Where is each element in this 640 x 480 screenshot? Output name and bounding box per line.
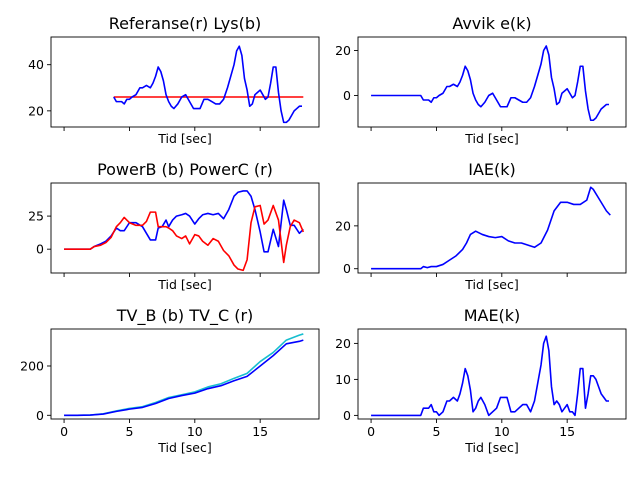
series-line-0 bbox=[371, 45, 609, 122]
y-tick-label: 0 bbox=[343, 261, 351, 276]
plot-frame bbox=[50, 328, 320, 420]
series-line-1 bbox=[113, 45, 302, 124]
chart-title: TV_B (b) TV_C (r) bbox=[116, 306, 254, 326]
plot-frame bbox=[357, 182, 627, 274]
y-tick-label: 20 bbox=[28, 103, 44, 118]
x-axis-label: Tid [sec] bbox=[464, 131, 518, 146]
x-axis-label: Tid [sec] bbox=[157, 440, 211, 455]
y-tick-label: 10 bbox=[335, 372, 351, 387]
series-line-0 bbox=[64, 190, 304, 253]
chart-ref-lys: Referanse(r) Lys(b) Tid [sec] 20 40 bbox=[28, 14, 320, 146]
x-tick-label: 10 bbox=[494, 424, 510, 439]
chart-iae: IAE(k) Tid [sec] 0 20 bbox=[335, 160, 627, 292]
chart-avvik: Avvik e(k) Tid [sec] 0 20 bbox=[335, 14, 627, 146]
chart-title: PowerB (b) PowerC (r) bbox=[97, 160, 273, 179]
y-tick-label: 0 bbox=[36, 242, 44, 257]
x-axis-label: Tid [sec] bbox=[464, 277, 518, 292]
y-tick-label: 0 bbox=[343, 408, 351, 423]
plot-frame bbox=[357, 328, 627, 420]
chart-tv: TV_B (b) TV_C (r) Tid [sec] 0 200 0 5 10 15 bbox=[20, 306, 320, 455]
y-tick-label: 25 bbox=[28, 209, 44, 224]
chart-power: PowerB (b) PowerC (r) Tid [sec] 0 25 bbox=[28, 160, 320, 292]
y-tick-label: 40 bbox=[28, 57, 44, 72]
chart-mae: MAE(k) Tid [sec] 0 10 20 0 5 10 15 bbox=[335, 306, 627, 455]
x-tick-label: 10 bbox=[187, 424, 203, 439]
plot-frame bbox=[50, 182, 320, 274]
x-tick-label: 15 bbox=[559, 424, 575, 439]
x-axis-label: Tid [sec] bbox=[464, 440, 518, 455]
plot-frame bbox=[50, 36, 320, 128]
series-line-0 bbox=[64, 333, 304, 417]
x-tick-label: 15 bbox=[252, 424, 268, 439]
series-line-1 bbox=[64, 339, 304, 417]
x-tick-label: 0 bbox=[60, 424, 68, 439]
y-tick-label: 20 bbox=[335, 218, 351, 233]
series-line-0 bbox=[371, 186, 611, 270]
chart-title: IAE(k) bbox=[468, 160, 516, 179]
chart-title: MAE(k) bbox=[464, 306, 521, 325]
y-tick-label: 20 bbox=[335, 43, 351, 58]
y-tick-label: 0 bbox=[36, 408, 44, 423]
x-axis-label: Tid [sec] bbox=[157, 277, 211, 292]
x-tick-label: 0 bbox=[367, 424, 375, 439]
x-tick-label: 5 bbox=[432, 424, 440, 439]
plot-frame bbox=[357, 36, 627, 128]
y-tick-label: 200 bbox=[20, 358, 44, 373]
series-line-1 bbox=[64, 204, 305, 272]
y-tick-label: 20 bbox=[335, 336, 351, 351]
x-tick-label: 5 bbox=[125, 424, 133, 439]
x-axis-label: Tid [sec] bbox=[157, 131, 211, 146]
y-tick-label: 0 bbox=[343, 88, 351, 103]
chart-title: Avvik e(k) bbox=[452, 14, 531, 33]
series-line-0 bbox=[371, 335, 609, 417]
chart-title: Referanse(r) Lys(b) bbox=[109, 14, 261, 33]
